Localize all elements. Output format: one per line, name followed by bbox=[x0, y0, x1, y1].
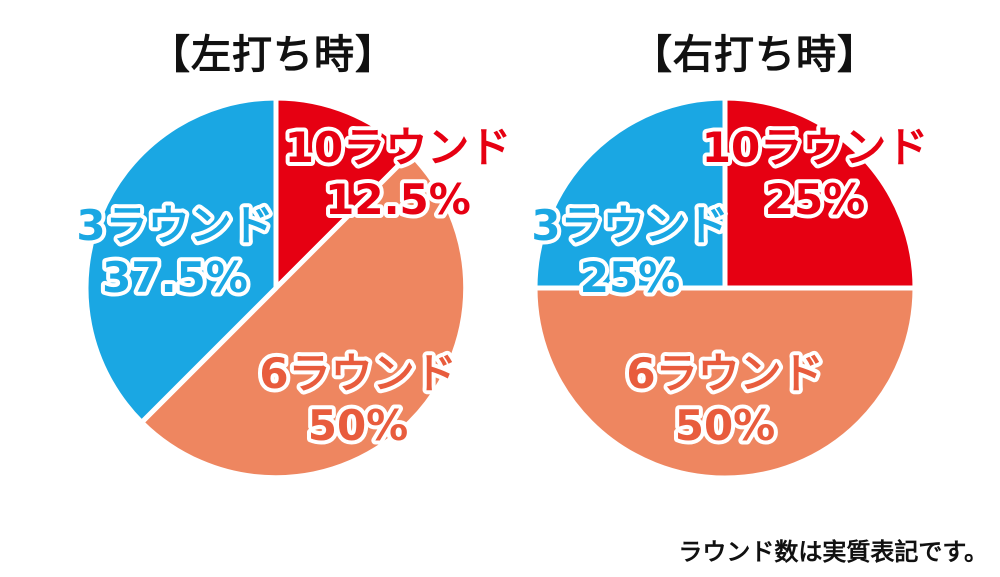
pie-slice-left-3round bbox=[83, 95, 279, 425]
slice-value-right-10round: 25% bbox=[765, 175, 866, 224]
pie-slice-right-6round bbox=[532, 285, 918, 481]
pie-slice-left-10round bbox=[273, 95, 413, 291]
slice-label-left-6round: 6ラウンド bbox=[259, 349, 456, 398]
chart-title-right: 【右打ち時】 bbox=[632, 32, 878, 78]
slice-label-left-10round: 10ラウンド bbox=[285, 123, 511, 172]
slice-label-right-3round: 3ラウンド bbox=[531, 201, 728, 250]
slice-label-right-10round: 10ラウンド bbox=[702, 123, 928, 172]
slice-value-left-10round: 12.5% bbox=[325, 175, 471, 224]
slice-value-right-3round: 25% bbox=[580, 253, 681, 302]
pie-slice-left-6round bbox=[139, 151, 469, 481]
slice-value-left-6round: 50% bbox=[308, 401, 409, 450]
chart-title-left: 【左打ち時】 bbox=[150, 32, 396, 78]
slice-label-left-3round: 3ラウンド bbox=[76, 201, 273, 250]
slice-value-right-6round: 50% bbox=[675, 401, 776, 450]
pie-slice-right-3round bbox=[532, 95, 728, 291]
slice-value-left-3round: 37.5% bbox=[102, 253, 248, 302]
pie-slice-right-10round bbox=[722, 95, 918, 291]
slice-label-right-6round: 6ラウンド bbox=[626, 349, 823, 398]
footnote: ラウンド数は実質表記です。 bbox=[678, 538, 988, 566]
